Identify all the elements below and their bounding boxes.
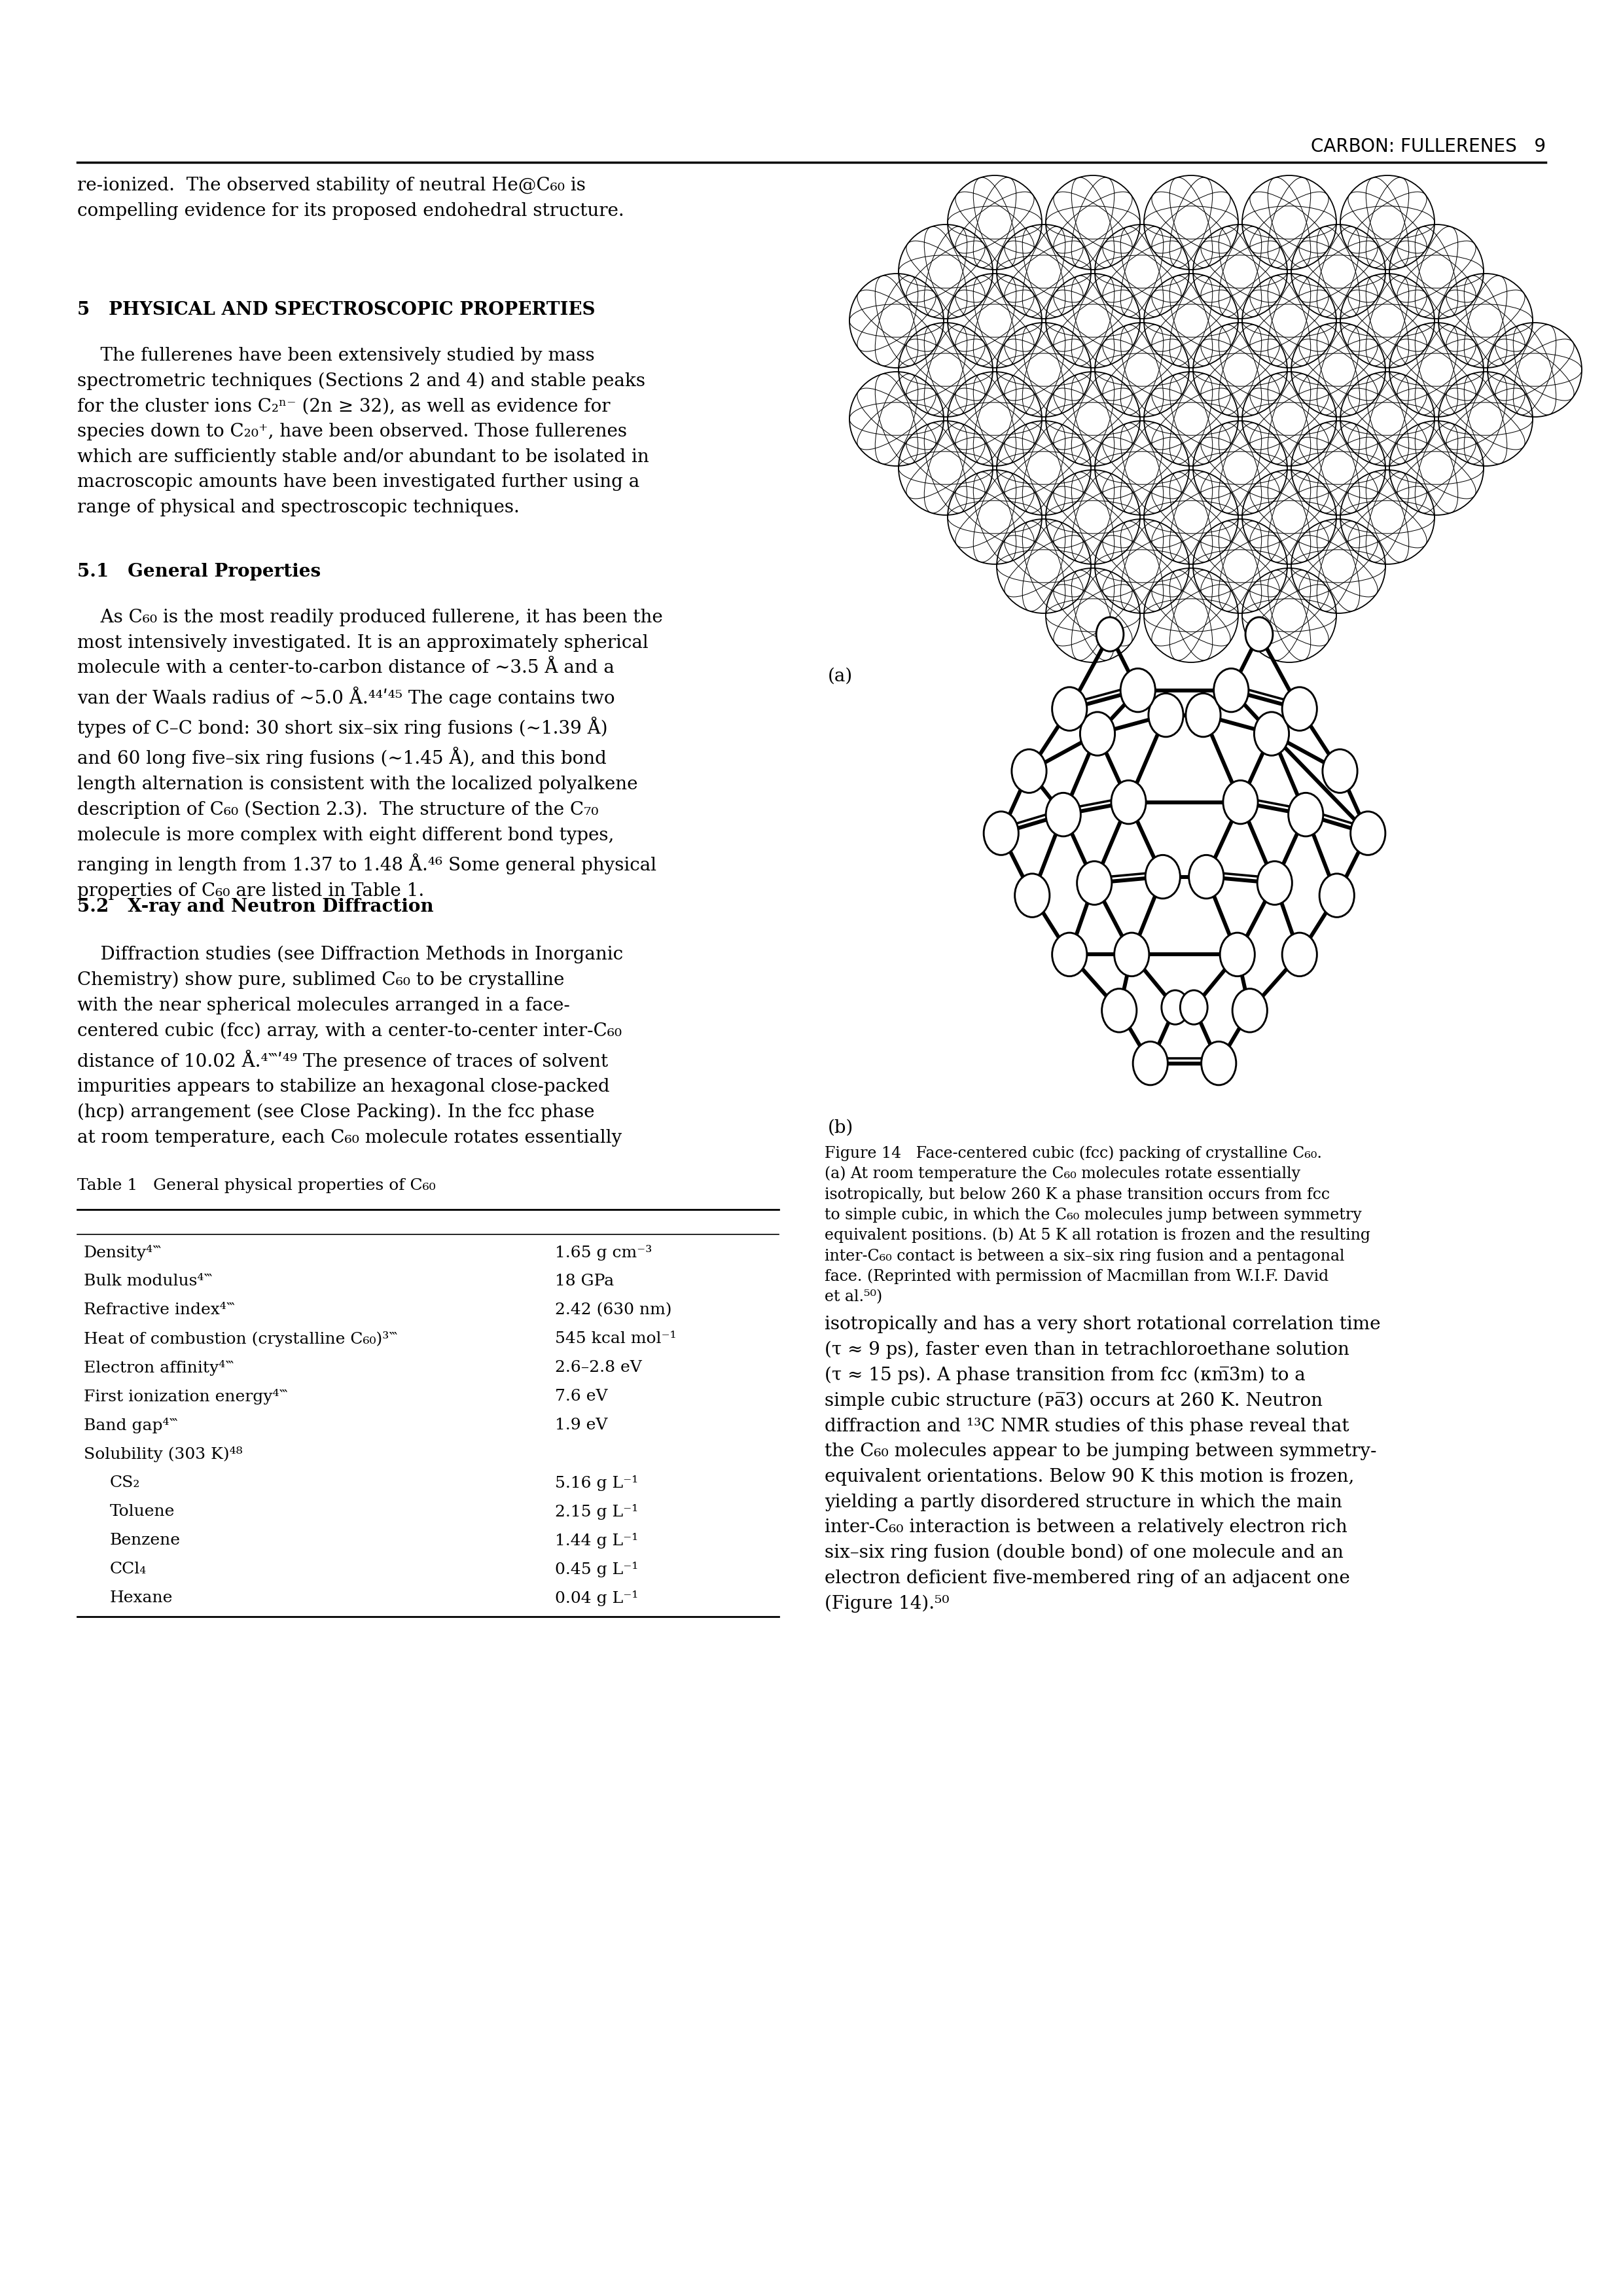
Ellipse shape: [1255, 712, 1289, 755]
Text: 1.44 g L⁻¹: 1.44 g L⁻¹: [555, 1534, 638, 1548]
Text: Hexane: Hexane: [110, 1591, 174, 1605]
Ellipse shape: [1162, 990, 1190, 1024]
Ellipse shape: [1052, 687, 1087, 730]
Ellipse shape: [1282, 687, 1316, 730]
Ellipse shape: [1079, 712, 1115, 755]
Text: Table 1   General physical properties of C₆₀: Table 1 General physical properties of C…: [78, 1178, 435, 1194]
Text: Figure 14   Face-centered cubic (fcc) packing of crystalline C₆₀.
(a) At room te: Figure 14 Face-centered cubic (fcc) pack…: [824, 1146, 1370, 1304]
Text: 2.15 g L⁻¹: 2.15 g L⁻¹: [555, 1504, 638, 1520]
Text: CCl₄: CCl₄: [110, 1561, 146, 1577]
Ellipse shape: [1232, 990, 1268, 1033]
Ellipse shape: [984, 810, 1019, 854]
Ellipse shape: [1180, 990, 1208, 1024]
Text: 2.6–2.8 eV: 2.6–2.8 eV: [555, 1359, 641, 1375]
Text: Electron affinity⁴‷: Electron affinity⁴‷: [84, 1359, 234, 1375]
Ellipse shape: [1052, 932, 1087, 976]
Text: Diffraction studies (see Diffraction Methods in Inorganic
Chemistry) show pure, : Diffraction studies (see Diffraction Met…: [78, 946, 623, 1146]
Text: 5   PHYSICAL AND SPECTROSCOPIC PROPERTIES: 5 PHYSICAL AND SPECTROSCOPIC PROPERTIES: [78, 301, 596, 319]
Ellipse shape: [1133, 1042, 1167, 1086]
Ellipse shape: [1319, 875, 1354, 916]
Text: As C₆₀ is the most readily produced fullerene, it has been the
most intensively : As C₆₀ is the most readily produced full…: [78, 608, 662, 900]
Text: (b): (b): [828, 1118, 854, 1137]
Text: First ionization energy⁴‷: First ionization energy⁴‷: [84, 1389, 287, 1405]
Text: Band gap⁴‷: Band gap⁴‷: [84, 1417, 177, 1433]
Ellipse shape: [1190, 854, 1224, 898]
Text: Refractive index⁴‷: Refractive index⁴‷: [84, 1302, 235, 1318]
Ellipse shape: [1201, 1042, 1237, 1086]
Ellipse shape: [1112, 781, 1146, 824]
Ellipse shape: [1214, 668, 1248, 712]
Text: isotropically and has a very short rotational correlation time
(τ ≈ 9 ps), faste: isotropically and has a very short rotat…: [824, 1316, 1381, 1612]
Ellipse shape: [1350, 810, 1386, 854]
Text: 5.1   General Properties: 5.1 General Properties: [78, 563, 321, 581]
Ellipse shape: [1220, 932, 1255, 976]
Text: Solubility (303 K)⁴⁸: Solubility (303 K)⁴⁸: [84, 1446, 242, 1463]
Text: 1.9 eV: 1.9 eV: [555, 1417, 607, 1433]
Text: The fullerenes have been extensively studied by mass
spectrometric techniques (S: The fullerenes have been extensively stu…: [78, 347, 649, 517]
Ellipse shape: [1224, 781, 1258, 824]
Ellipse shape: [1245, 618, 1272, 652]
Text: Toluene: Toluene: [110, 1504, 175, 1520]
Ellipse shape: [1323, 748, 1357, 792]
Text: 5.2   X-ray and Neutron Diffraction: 5.2 X-ray and Neutron Diffraction: [78, 898, 433, 916]
Ellipse shape: [1282, 932, 1316, 976]
Text: Density⁴‷: Density⁴‷: [84, 1244, 162, 1261]
Text: 5.16 g L⁻¹: 5.16 g L⁻¹: [555, 1476, 638, 1490]
Text: Bulk modulus⁴‷: Bulk modulus⁴‷: [84, 1274, 213, 1288]
Ellipse shape: [1149, 693, 1183, 737]
Ellipse shape: [1102, 990, 1136, 1033]
Ellipse shape: [1115, 932, 1149, 976]
Text: 545 kcal mol⁻¹: 545 kcal mol⁻¹: [555, 1332, 677, 1345]
Ellipse shape: [1078, 861, 1112, 905]
Text: 0.04 g L⁻¹: 0.04 g L⁻¹: [555, 1591, 638, 1607]
Ellipse shape: [1186, 693, 1220, 737]
Text: CS₂: CS₂: [110, 1476, 140, 1490]
Ellipse shape: [1045, 792, 1081, 836]
Ellipse shape: [1289, 792, 1323, 836]
Text: (a): (a): [828, 668, 854, 684]
Ellipse shape: [1258, 861, 1292, 905]
Ellipse shape: [1011, 748, 1047, 792]
Ellipse shape: [1120, 668, 1156, 712]
Ellipse shape: [1014, 875, 1050, 916]
Text: 0.45 g L⁻¹: 0.45 g L⁻¹: [555, 1561, 638, 1577]
Text: CARBON: FULLERENES   9: CARBON: FULLERENES 9: [1311, 138, 1545, 156]
Text: Heat of combustion (crystalline C₆₀)³‷: Heat of combustion (crystalline C₆₀)³‷: [84, 1332, 398, 1348]
Text: re-ionized.  The observed stability of neutral He@C₆₀ is
compelling evidence for: re-ionized. The observed stability of ne…: [78, 177, 625, 220]
Text: 2.42 (630 nm): 2.42 (630 nm): [555, 1302, 672, 1318]
Text: 7.6 eV: 7.6 eV: [555, 1389, 607, 1403]
Text: 18 GPa: 18 GPa: [555, 1274, 613, 1288]
Text: Benzene: Benzene: [110, 1534, 180, 1548]
Ellipse shape: [1146, 854, 1180, 898]
Ellipse shape: [1096, 618, 1123, 652]
Text: 1.65 g cm⁻³: 1.65 g cm⁻³: [555, 1244, 652, 1261]
